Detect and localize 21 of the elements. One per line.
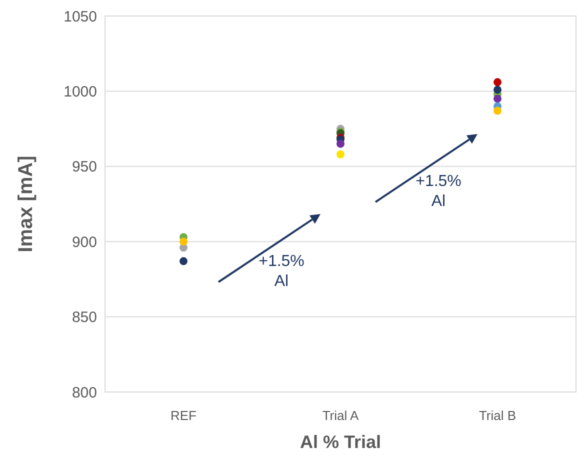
y-axis-title: Imax [mA]	[15, 156, 37, 252]
annotation: +1.5% Al	[258, 253, 304, 290]
point	[494, 94, 502, 103]
point	[180, 257, 188, 266]
point	[336, 140, 344, 148]
x-tick-label: REF	[170, 408, 197, 423]
point	[494, 86, 502, 94]
annotation: +1.5% Al	[416, 173, 462, 210]
x-tick-label: Trial B	[478, 408, 516, 423]
x-tick-label: Trial A	[322, 408, 360, 423]
point	[180, 238, 188, 246]
y-tick-label: 800	[72, 384, 97, 402]
point	[494, 106, 502, 115]
y-tick-label: 1050	[64, 8, 97, 26]
x-axis-title: Al % Trial	[300, 432, 382, 452]
y-tick-label: 950	[72, 158, 97, 176]
point	[336, 150, 344, 158]
point	[494, 78, 502, 86]
y-tick-label: 850	[72, 309, 97, 326]
y-tick-label: 1000	[64, 83, 97, 100]
y-tick-label: 900	[72, 234, 97, 251]
